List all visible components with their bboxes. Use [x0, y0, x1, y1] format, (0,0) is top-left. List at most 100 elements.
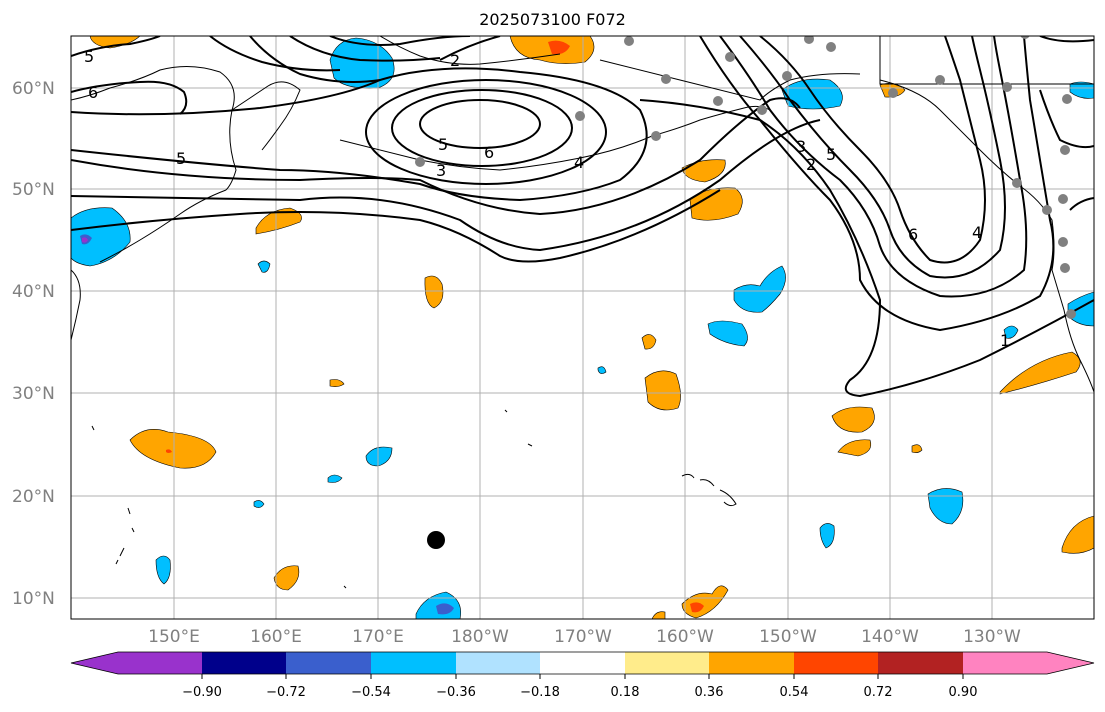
station-marker [888, 88, 898, 98]
lat-label: 10°N [12, 589, 55, 609]
contour-line [209, 36, 341, 72]
coastline-japan [71, 269, 81, 341]
colorbar-label: 0.36 [695, 685, 724, 700]
station-marker [1060, 145, 1070, 155]
coastline-kurils [99, 189, 227, 263]
station-marker [624, 36, 634, 46]
map-frame [70, 35, 1095, 620]
contour-line [71, 119, 821, 252]
coastline-kamchatka [231, 81, 301, 151]
lat-label: 40°N [12, 282, 55, 302]
lon-label: 160°W [656, 627, 714, 647]
station-marker [651, 131, 661, 141]
strong-positive-region [690, 602, 704, 613]
contour-line [71, 36, 161, 57]
negative-anomaly-region [1067, 291, 1094, 327]
negative-anomaly-region [327, 474, 343, 483]
contour-line [329, 36, 471, 46]
station-marker [1058, 237, 1068, 247]
station-marker [1020, 36, 1030, 39]
negative-anomaly-region [257, 260, 271, 273]
positive-anomaly-region [831, 406, 875, 433]
lon-label: 170°E [352, 627, 404, 647]
contour-label: 3 [796, 137, 806, 156]
negative-anomaly-region [733, 265, 786, 313]
colorbar-segment [963, 652, 1047, 674]
contour-line [699, 36, 1055, 332]
positive-anomaly-region [329, 379, 345, 387]
coastline-asia [71, 66, 237, 191]
contour-label-group: 5 6 2 5 6 3 5 4 3 2 5 6 4 1 [84, 47, 1010, 350]
positive-anomaly-region [689, 187, 743, 221]
colorbar-label: 0.72 [864, 685, 893, 700]
station-marker [804, 36, 814, 44]
contour-label: 6 [908, 225, 918, 244]
positive-anomaly-region [424, 275, 444, 309]
extreme-negative-region [82, 237, 88, 243]
colorbar-label: 0.54 [780, 685, 809, 700]
colorbar-label: −0.90 [182, 685, 222, 700]
positive-anomaly-region [273, 565, 300, 591]
lat-label: 20°N [12, 487, 55, 507]
contour-line [759, 36, 986, 264]
station-marker [935, 75, 945, 85]
latitude-labels: 60°N 50°N 40°N 30°N 20°N 10°N [12, 79, 55, 609]
negative-anomaly-region [253, 500, 265, 508]
colorbar-label: −0.18 [520, 685, 560, 700]
storm-position-marker [427, 531, 445, 549]
colorbar-extend-max [1047, 652, 1094, 674]
negative-anomaly-region [1069, 81, 1094, 99]
positive-anomaly-region [681, 159, 726, 183]
lat-label: 60°N [12, 79, 55, 99]
colorbar-segment [371, 652, 456, 674]
coastline-aleutian-west [339, 135, 653, 171]
station-marker [1012, 178, 1022, 188]
contour-line [739, 36, 1006, 279]
station-markers [415, 36, 1076, 319]
lon-label: 180°W [451, 627, 509, 647]
colorbar-label: −0.54 [351, 685, 391, 700]
station-marker [782, 71, 792, 81]
station-marker [1042, 205, 1052, 215]
contour-line [289, 36, 441, 62]
contour-line [71, 80, 188, 115]
contour-line [639, 99, 1094, 398]
contour-label: 2 [806, 155, 816, 174]
station-marker [1060, 263, 1070, 273]
colorbar-segment [118, 652, 202, 674]
contour-label: 6 [484, 143, 494, 162]
colorbar-segment [709, 652, 794, 674]
lat-label: 50°N [12, 180, 55, 200]
coastline-canada [879, 36, 1094, 85]
colorbar-segment [202, 652, 286, 674]
positive-anomaly-region [89, 36, 141, 49]
contour-line [1039, 36, 1094, 43]
lat-label: 30°N [12, 384, 55, 404]
gridlines [71, 36, 1094, 619]
contour-line [439, 36, 501, 61]
station-marker [415, 157, 425, 167]
coastline-bering-north [379, 36, 561, 65]
contour-line [71, 67, 648, 202]
positive-anomaly-region [644, 370, 681, 411]
strong-negative-region [436, 603, 454, 615]
negative-anomaly-region [707, 320, 748, 347]
coastline-islands [91, 409, 533, 589]
station-marker [661, 74, 671, 84]
contour-line [365, 79, 607, 185]
lon-label: 140°W [861, 627, 919, 647]
shaded-anomaly-layer [71, 36, 1094, 619]
negative-anomaly-region [71, 207, 131, 267]
colorbar-extend-min [71, 652, 118, 674]
contour-line [249, 36, 381, 83]
lon-label: 170°W [554, 627, 612, 647]
positive-anomaly-region [911, 444, 923, 453]
colorbar-segment [456, 652, 540, 674]
lon-label: 160°E [250, 627, 302, 647]
contour-line [1039, 89, 1094, 149]
contour-label: 5 [176, 149, 186, 168]
positive-anomaly-region [129, 429, 217, 469]
contour-label: 5 [438, 135, 448, 154]
colorbar-label: −0.36 [436, 685, 476, 700]
